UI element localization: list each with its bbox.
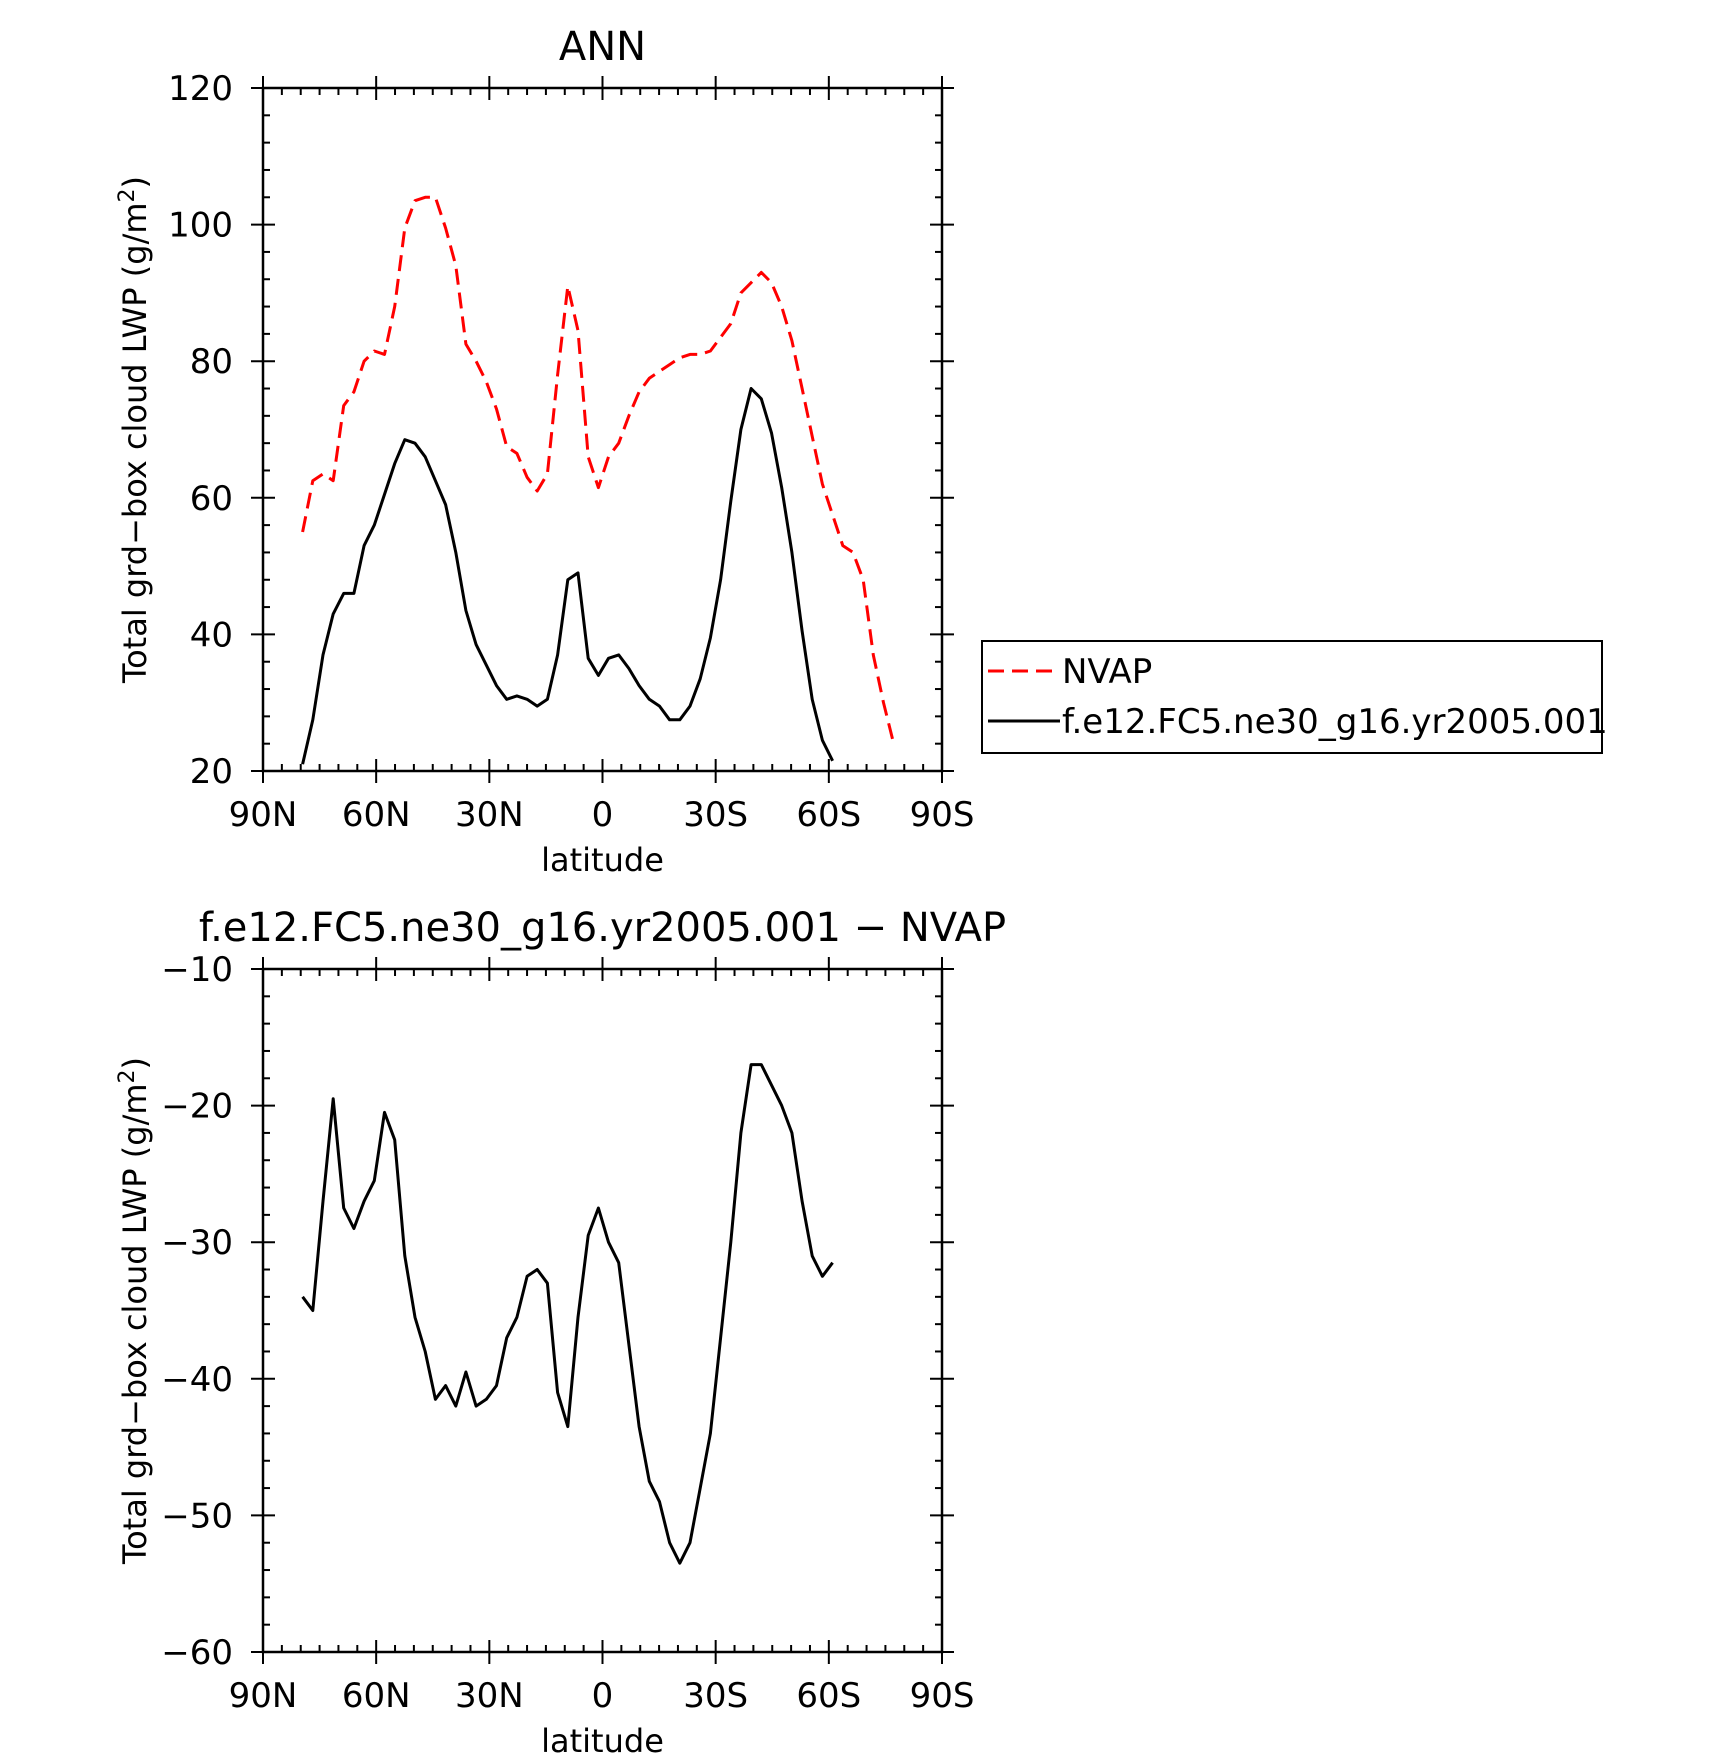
legend: NVAP f.e12.FC5.ne30_g16.yr2005.001 xyxy=(981,640,1608,754)
y-tick-label: −20 xyxy=(161,1087,233,1127)
x-tick-label: 30S xyxy=(683,795,748,835)
y-tick-label: 120 xyxy=(168,69,233,109)
x-tick-label: 60N xyxy=(342,795,411,835)
x-tick-label: 90S xyxy=(910,795,975,835)
y-tick-label: −50 xyxy=(161,1496,233,1536)
y-tick-label: 80 xyxy=(190,342,233,382)
y-axis-label: Total grd−box cloud LWP (g/m2) xyxy=(115,1057,154,1565)
plot-frame xyxy=(261,967,944,1654)
x-tick-label: 60N xyxy=(342,1676,411,1716)
y-axis-label: Total grd−box cloud LWP (g/m2) xyxy=(115,176,154,684)
x-tick-label: 90S xyxy=(910,1676,975,1716)
chart-title: ANN xyxy=(559,24,646,70)
y-tick-label: 20 xyxy=(190,752,233,792)
y-tick-label: 100 xyxy=(168,206,233,246)
y-tick-label: 40 xyxy=(190,615,233,655)
x-tick-label: 0 xyxy=(592,1676,614,1716)
x-tick-label: 90N xyxy=(229,795,298,835)
legend-box xyxy=(981,640,1603,754)
x-axis-label: latitude xyxy=(541,1722,664,1760)
chart-title: f.e12.FC5.ne30_g16.yr2005.001 − NVAP xyxy=(199,905,1006,951)
x-tick-label: 0 xyxy=(592,795,614,835)
y-tick-label: 60 xyxy=(190,479,233,519)
series-line-nvap xyxy=(301,195,896,745)
x-tick-label: 60S xyxy=(796,1676,861,1716)
y-tick-label: −40 xyxy=(161,1360,233,1400)
series-line-difference xyxy=(301,1063,834,1565)
series-line-f-e12-fc5-ne30-g16-yr2005-001 xyxy=(301,387,834,765)
x-tick-label: 30N xyxy=(455,795,524,835)
legend-label: f.e12.FC5.ne30_g16.yr2005.001 xyxy=(1062,702,1608,742)
x-tick-label: 90N xyxy=(229,1676,298,1716)
top-panel-ann: ANN 90N 60N 30N 0 30S 60S 90S 20 40 60 80 100 120 lati… xyxy=(115,24,974,879)
y-tick-label: −10 xyxy=(161,950,233,990)
x-tick-label: 60S xyxy=(796,795,861,835)
x-tick-label: 30S xyxy=(683,1676,748,1716)
x-tick-label: 30N xyxy=(455,1676,524,1716)
legend-label: NVAP xyxy=(1062,652,1152,692)
y-tick-label: −30 xyxy=(161,1223,233,1263)
y-tick-label: −60 xyxy=(161,1633,233,1673)
x-axis-label: latitude xyxy=(541,841,664,879)
bottom-panel-difference: f.e12.FC5.ne30_g16.yr2005.001 − NVAP 90N 6… xyxy=(115,905,1006,1760)
